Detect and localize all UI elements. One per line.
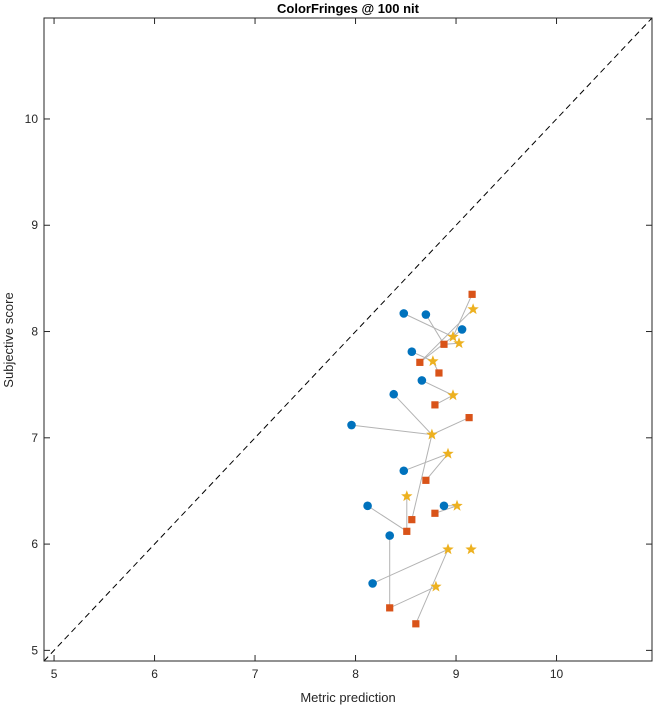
circle-point [399,309,409,318]
circle-point [368,579,377,588]
square-point [465,414,473,422]
square-point [435,369,443,377]
x-axis-ticks: 5 6 7 8 9 10 [51,18,564,681]
square-point [412,620,420,628]
circle-point [417,376,427,385]
y-tick-label: 7 [31,431,38,445]
circle-point [389,389,399,399]
x-tick-label: 9 [453,667,460,681]
markers [347,290,479,628]
x-tick-label: 6 [151,667,158,681]
square-point [386,604,394,612]
x-tick-label: 8 [352,667,359,681]
circle-point [363,501,372,511]
star-point [430,580,442,592]
square-point [422,476,430,484]
star-point [451,499,463,511]
star-point [442,447,454,459]
circle-point [385,531,395,540]
square-point [468,290,476,298]
square-point [403,527,411,535]
circle-point [439,501,449,511]
star-point [442,543,454,555]
y-tick-label: 8 [31,325,38,339]
y-axis-label: Subjective score [1,292,16,387]
y-tick-label: 6 [31,537,38,551]
x-tick-label: 5 [51,667,58,681]
y-axis-ticks: 5 6 7 8 9 10 [25,112,652,657]
star-point [453,337,465,349]
square-point [416,358,424,366]
star-point [427,355,439,367]
circle-point [421,310,431,319]
plot-frame [43,17,653,662]
circle-point [457,325,467,334]
star-point [401,490,413,502]
star-point [426,428,438,440]
x-axis-label: Metric prediction [300,690,395,705]
square-point [440,340,448,348]
star-point [465,543,477,555]
star-point [447,330,459,342]
square-point [431,401,439,409]
chart-title: ColorFringes @ 100 nit [277,1,420,16]
y-tick-label: 5 [31,643,38,657]
x-tick-label: 7 [252,667,259,681]
identity-line [43,17,653,662]
circle-point [347,420,356,430]
square-point [408,516,416,524]
y-tick-label: 10 [25,112,39,126]
y-tick-label: 9 [31,218,38,232]
square-point [431,509,439,517]
x-tick-label: 10 [550,667,564,681]
circle-point [407,347,417,357]
circle-point [399,466,409,476]
star-point [447,389,459,401]
star-point [467,303,479,315]
